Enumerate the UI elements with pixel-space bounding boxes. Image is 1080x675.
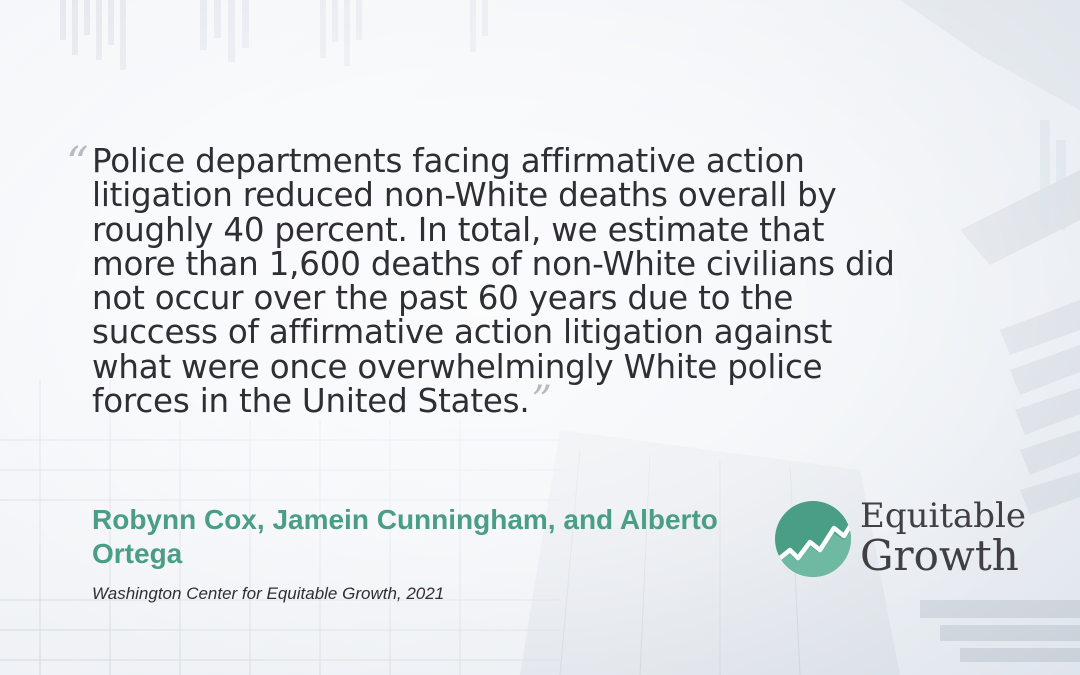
authors: Robynn Cox, Jamein Cunningham, and Alber… bbox=[92, 504, 718, 569]
equitable-growth-logo: Equitable Growth bbox=[774, 497, 1044, 587]
logo-wordmark: Equitable Growth bbox=[860, 497, 1026, 577]
close-quote-mark: ” bbox=[531, 378, 552, 425]
quote-body: Police departments facing affirmative ac… bbox=[92, 142, 895, 421]
logo-line-1: Equitable bbox=[860, 496, 1027, 536]
open-quote-mark: “ bbox=[66, 138, 89, 189]
rising-line-chart-icon bbox=[775, 501, 851, 577]
logo-line-2: Growth bbox=[860, 531, 1019, 580]
quote-text: Police departments facing affirmative ac… bbox=[92, 142, 912, 421]
source-citation: Washington Center for Equitable Growth, … bbox=[92, 584, 445, 603]
